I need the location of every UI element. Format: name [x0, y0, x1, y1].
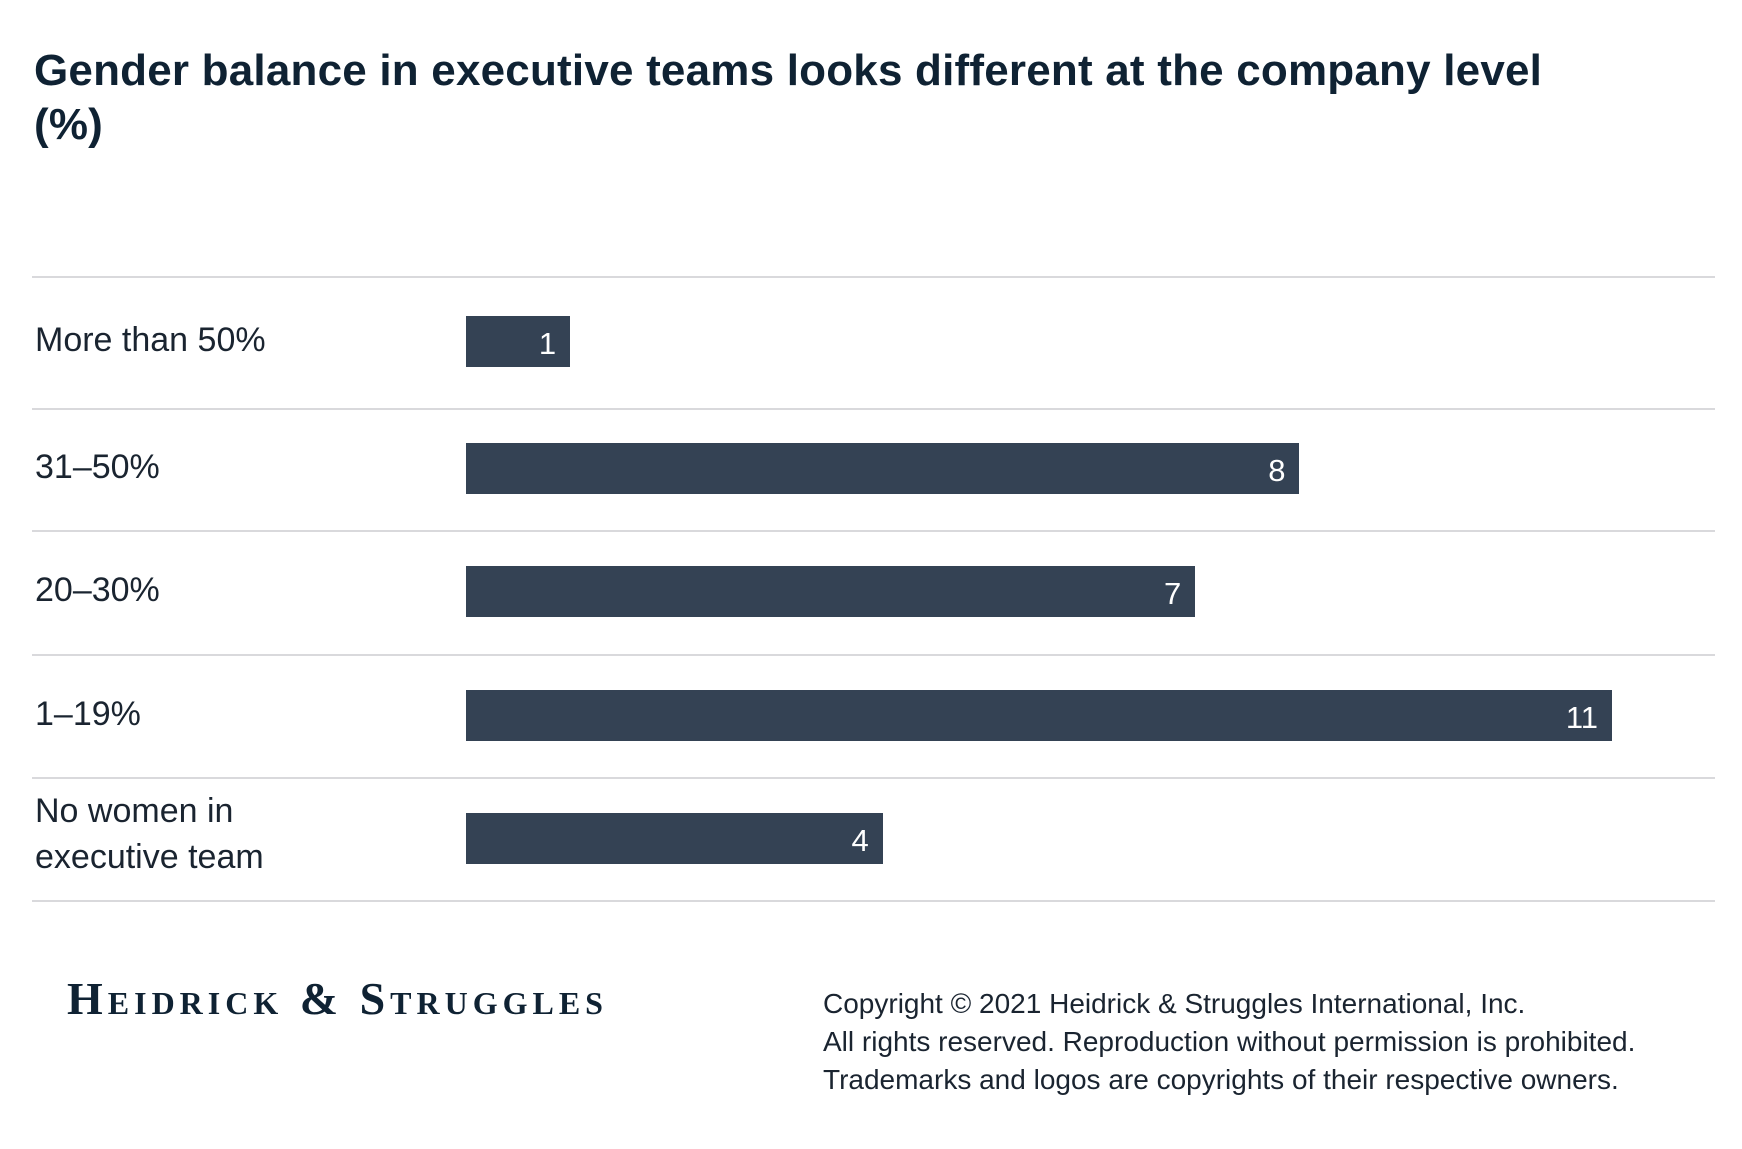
data-label: 8: [1268, 453, 1286, 488]
bar: 8: [466, 443, 1300, 494]
row-divider: [32, 777, 1715, 779]
row-divider: [32, 654, 1715, 656]
row-divider: [32, 530, 1715, 532]
row-divider: [32, 900, 1715, 902]
category-label: No women in executive team: [35, 792, 264, 876]
copyright-line: Copyright © 2021 Heidrick & Struggles In…: [823, 988, 1526, 1019]
row-divider: [32, 276, 1715, 278]
category-label: More than 50%: [35, 321, 266, 359]
data-label: 1: [538, 326, 557, 361]
copyright-line: All rights reserved. Reproduction withou…: [823, 1026, 1636, 1057]
bar: 4: [466, 813, 883, 864]
bar: 11: [466, 690, 1612, 741]
row-divider: [32, 408, 1715, 410]
copyright-notice: Copyright © 2021 Heidrick & Struggles In…: [823, 985, 1635, 1099]
copyright-line: Trademarks and logos are copyrights of t…: [823, 1064, 1619, 1095]
bar: 1: [466, 316, 571, 367]
bar: 7: [466, 566, 1196, 617]
category-label: 1–19%: [35, 695, 141, 733]
data-label: 7: [1164, 576, 1182, 611]
heidrick-struggles-logo: Heidrick & Struggles: [67, 973, 608, 1024]
chart-title: Gender balance in executive teams looks …: [34, 46, 1543, 149]
data-label: 4: [851, 823, 869, 858]
data-label: 11: [1565, 700, 1598, 735]
category-label: 20–30%: [35, 571, 160, 609]
category-label: 31–50%: [35, 448, 160, 486]
